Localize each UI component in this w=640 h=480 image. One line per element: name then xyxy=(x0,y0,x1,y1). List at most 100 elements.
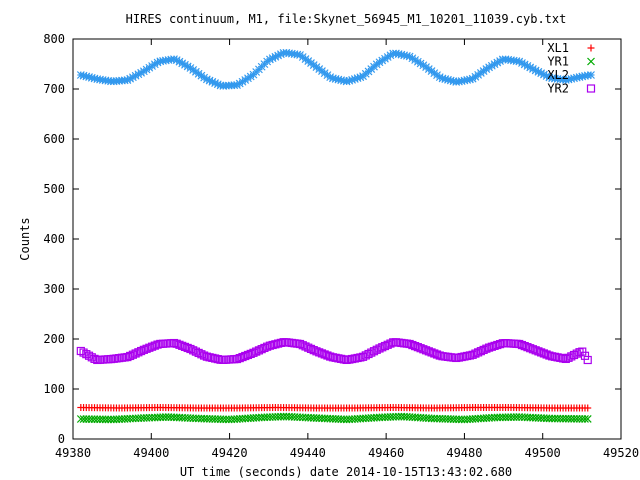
point-yr2 xyxy=(416,344,425,353)
point-yr2 xyxy=(254,346,264,355)
point-yr2 xyxy=(528,345,538,354)
point-yr2 xyxy=(572,349,581,358)
point-yr2 xyxy=(517,340,527,350)
point-yr2 xyxy=(487,342,496,351)
point-yr2 xyxy=(323,351,332,360)
point-yr2 xyxy=(306,344,316,353)
point-yr2 xyxy=(175,340,184,349)
point-yr2 xyxy=(178,341,187,350)
point-yr2 xyxy=(383,340,392,349)
point-yr2 xyxy=(232,354,242,364)
point-yr2 xyxy=(542,350,551,359)
point-yr2 xyxy=(583,355,592,365)
axis-ticks: 49380 49400 49420 49440 49460 49480 49500 49520… xyxy=(43,32,639,460)
point-yr2 xyxy=(380,341,390,351)
point-yr2 xyxy=(493,340,502,350)
legend-marker-yr1 xyxy=(587,57,595,66)
x-tick-label: 49400 xyxy=(133,446,169,460)
point-yr2 xyxy=(145,343,154,352)
point-yr2 xyxy=(372,345,381,354)
point-yr2 xyxy=(564,353,573,362)
point-yr2 xyxy=(191,347,201,356)
point-yr2 xyxy=(326,352,335,361)
point-yr2 xyxy=(150,341,159,350)
point-yr2 xyxy=(580,351,590,360)
point-yr2 xyxy=(476,347,485,356)
point-yr2 xyxy=(139,345,148,354)
point-yr2 xyxy=(578,347,587,356)
legend-marker-yr2 xyxy=(586,84,596,93)
point-yr2 xyxy=(249,348,258,357)
series-yr2 xyxy=(76,338,592,365)
point-yr2 xyxy=(298,341,307,350)
point-yr2 xyxy=(295,339,305,349)
point-yr2 xyxy=(364,349,373,359)
point-yr2 xyxy=(134,348,143,357)
point-yr1 xyxy=(581,415,589,423)
point-yr2 xyxy=(172,339,181,348)
point-yr2 xyxy=(153,340,162,349)
point-yr2 xyxy=(309,346,318,355)
point-yr2 xyxy=(479,345,488,355)
point-yr2 xyxy=(435,351,444,360)
point-yr2 xyxy=(276,338,285,347)
point-yr2 xyxy=(252,347,261,356)
legend-label-xl1: XL1 xyxy=(547,41,569,55)
point-yr2 xyxy=(471,349,480,358)
chart-title: HIRES continuum, M1, file:Skynet_56945_M… xyxy=(126,12,567,26)
point-yr2 xyxy=(356,353,365,362)
point-yr2 xyxy=(561,354,570,364)
x-tick-label: 49480 xyxy=(446,446,482,460)
point-yr2 xyxy=(197,350,206,359)
point-yr2 xyxy=(180,342,190,351)
point-yr2 xyxy=(424,347,433,356)
point-xl2 xyxy=(542,72,551,80)
point-yr2 xyxy=(235,354,244,363)
point-yr2 xyxy=(90,354,99,363)
point-yr2 xyxy=(378,343,387,352)
series-xl2 xyxy=(76,48,592,90)
point-yr2 xyxy=(260,343,269,353)
point-yr1 xyxy=(583,415,592,423)
point-yr2 xyxy=(194,348,203,358)
point-yr2 xyxy=(474,348,483,357)
point-yr2 xyxy=(183,343,192,353)
legend-label-xl2: XL2 xyxy=(547,68,569,82)
point-yr2 xyxy=(495,340,505,349)
x-tick-label: 49440 xyxy=(290,446,326,460)
point-yr2 xyxy=(490,341,499,350)
y-tick-label: 500 xyxy=(43,182,65,196)
point-yr2 xyxy=(263,342,272,351)
point-yr2 xyxy=(200,351,209,360)
point-yr2 xyxy=(213,355,222,364)
point-yr2 xyxy=(358,352,368,361)
point-yr2 xyxy=(526,344,535,353)
point-yr2 xyxy=(147,342,157,351)
point-yr2 xyxy=(268,340,277,350)
plot-frame xyxy=(72,38,622,440)
legend-label-yr1: YR1 xyxy=(547,55,569,69)
point-yr2 xyxy=(482,344,491,353)
y-tick-label: 200 xyxy=(43,332,65,346)
legend-label-yr2: YR2 xyxy=(547,82,569,96)
point-yr2 xyxy=(465,351,475,360)
x-tick-label: 49380 xyxy=(55,446,91,460)
point-yr2 xyxy=(142,344,151,353)
point-yr2 xyxy=(405,339,414,349)
x-axis-label: UT time (seconds) date 2014-10-15T13:43:… xyxy=(180,465,512,479)
point-yr2 xyxy=(265,341,274,350)
point-yr2 xyxy=(123,352,132,362)
point-yr2 xyxy=(534,347,543,356)
point-yr2 xyxy=(312,347,321,356)
point-yr2 xyxy=(408,340,417,350)
point-yr2 xyxy=(137,346,146,356)
point-yr2 xyxy=(169,338,179,348)
y-tick-label: 0 xyxy=(58,432,65,446)
x-tick-label: 49500 xyxy=(525,446,561,460)
point-yr2 xyxy=(304,343,313,352)
point-yr2 xyxy=(567,352,576,361)
y-tick-label: 700 xyxy=(43,82,65,96)
point-yr2 xyxy=(430,349,439,358)
point-yr2 xyxy=(432,350,442,359)
